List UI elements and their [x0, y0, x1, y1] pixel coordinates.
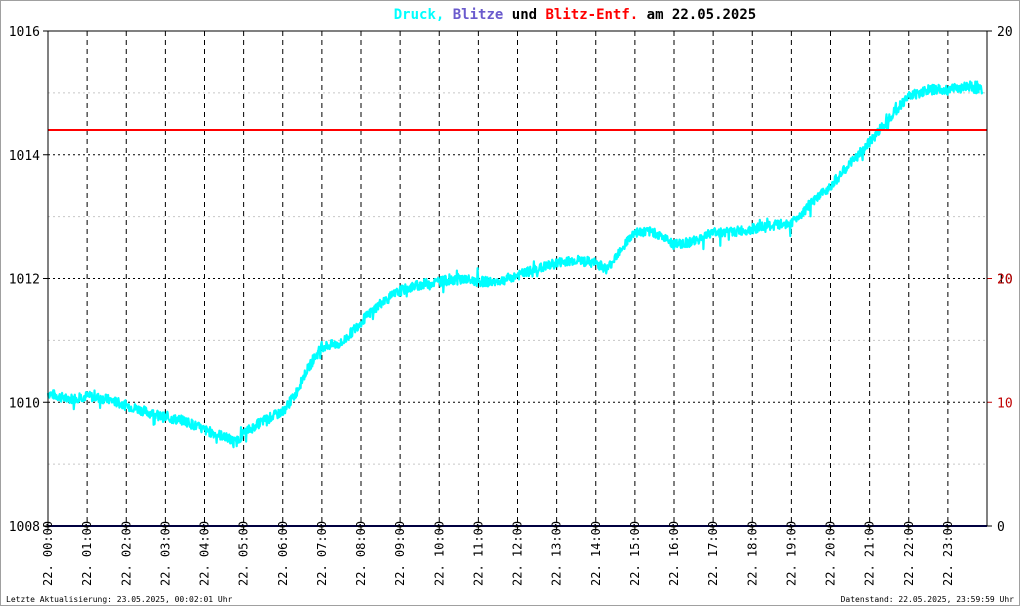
chart-title: Druck, Blitze und Blitz-Entf. am 22.05.2…: [394, 7, 756, 23]
x-tick-label: 22. 06:00: [276, 521, 290, 586]
x-tick-label: 22. 00:00: [41, 521, 55, 586]
title-part: Blitze: [444, 7, 503, 23]
right-red-tick-label: 20: [997, 273, 1013, 288]
x-tick-label: 22. 16:00: [667, 521, 681, 586]
x-tick-label: 22. 08:00: [354, 521, 368, 586]
left-tick-label: 1016: [9, 25, 40, 40]
pressure-series-line: [46, 80, 984, 449]
left-tick-label: 1010: [9, 396, 40, 411]
x-tick-label: 22. 12:00: [511, 521, 525, 586]
x-tick-label: 22. 22:00: [902, 521, 916, 586]
x-tick-label: 22. 09:00: [393, 521, 407, 586]
footer-data-status: Datenstand: 22.05.2025, 23:59:59 Uhr: [841, 595, 1015, 604]
left-tick-label: 1014: [9, 149, 40, 164]
grid: [48, 31, 987, 526]
x-tick-label: 22. 11:00: [471, 521, 485, 586]
title-part: am 22.05.2025: [638, 7, 756, 23]
right-tick-label: 20: [997, 25, 1013, 40]
title-part: Druck,: [394, 7, 445, 23]
right-tick-label: 0: [997, 520, 1005, 535]
x-tick-label: 22. 21:00: [863, 521, 877, 586]
footer-last-update: Letzte Aktualisierung: 23.05.2025, 00:02…: [6, 595, 233, 604]
x-tick-label: 22. 01:00: [80, 521, 94, 586]
x-tick-label: 22. 13:00: [550, 521, 564, 586]
plot-frame: [47, 30, 988, 527]
x-tick-label: 22. 04:00: [198, 521, 212, 586]
right-red-tick-label: 10: [997, 396, 1013, 411]
x-tick-label: 22. 10:00: [432, 521, 446, 586]
x-tick-label: 22. 03:00: [158, 521, 172, 586]
title-part: und: [503, 7, 537, 23]
x-tick-label: 22. 05:00: [237, 521, 251, 586]
x-tick-label: 22. 15:00: [628, 521, 642, 586]
x-tick-label: 22. 19:00: [784, 521, 798, 586]
x-tick-label: 22. 02:00: [119, 521, 133, 586]
x-tick-label: 22. 17:00: [706, 521, 720, 586]
left-tick-label: 1012: [9, 273, 40, 288]
x-tick-label: 22. 14:00: [589, 521, 603, 586]
x-tick-label: 22. 23:00: [941, 521, 955, 586]
right-tick-label: 10: [997, 273, 1013, 288]
x-tick-label: 22. 18:00: [745, 521, 759, 586]
left-tick-label: 1008: [9, 520, 40, 535]
x-tick-label: 22. 20:00: [824, 521, 838, 586]
x-tick-label: 22. 07:00: [315, 521, 329, 586]
title-part: Blitz-Entf.: [537, 7, 638, 23]
